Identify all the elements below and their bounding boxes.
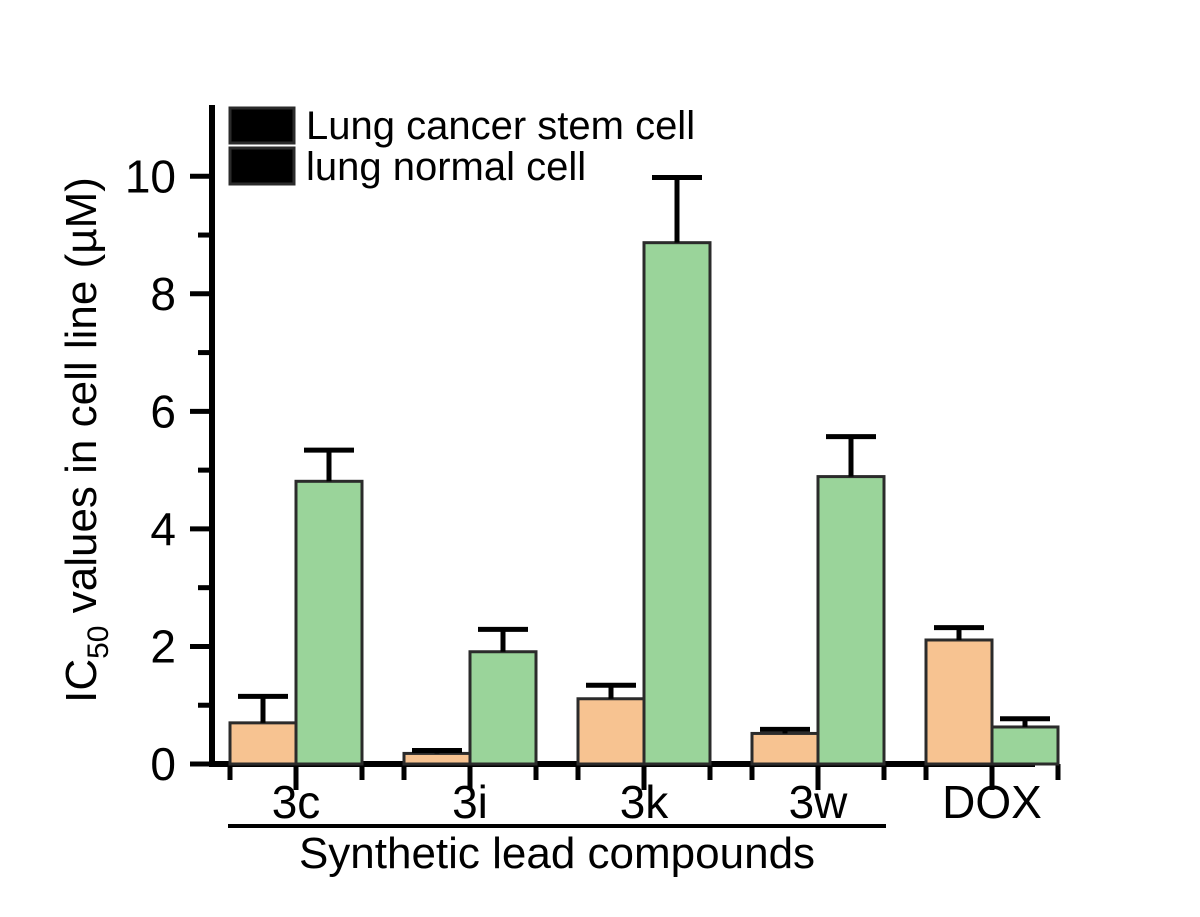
y-axis-title-group: IC50 values in cell line (µM) [57,177,115,703]
legend: Lung cancer stem cell lung normal cell [228,104,695,189]
legend-swatch-lung-cancer-stem-cell [228,106,296,145]
x-category-label-3i: 3i [452,776,488,828]
bar-3i-lung-normal-cell [468,650,538,766]
y-tick-label: 10 [125,150,176,202]
y-axis-title-subscript: 50 [82,626,115,659]
bar-3w-lung-normal-cell [816,475,886,766]
bars-layer [228,241,1060,766]
y-axis-title: IC50 values in cell line (µM) [57,177,115,703]
error-bars-layer [238,174,1050,754]
y-axis-tick-labels: 0 2 4 6 8 10 [125,150,176,790]
y-tick-label: 4 [150,503,176,555]
y-tick-label: 2 [150,620,176,672]
y-axis-ticks [190,173,212,767]
y-axis-title-rest: values in cell line (µM) [57,177,106,625]
x-category-label-3c: 3c [272,776,321,828]
bar-3c-lung-normal-cell [294,479,364,766]
bar-DOX-lung-cancer-stem-cell [924,638,994,766]
bar-3w-lung-cancer-stem-cell [750,731,820,766]
x-category-label-DOX: DOX [942,776,1042,828]
y-tick-label: 0 [150,738,176,790]
bar-3i-lung-cancer-stem-cell [402,751,472,766]
legend-label-lung-normal-cell: lung normal cell [306,145,586,189]
bar-3k-lung-normal-cell [642,241,712,766]
x-axis-ticks [227,764,1061,790]
category-labels: 3c 3i 3k 3w DOX [272,776,1042,828]
legend-swatch-lung-normal-cell [228,146,296,186]
bar-3k-lung-cancer-stem-cell [576,697,646,766]
x-axis-group-label: Synthetic lead compounds [299,829,815,878]
bar-DOX-lung-normal-cell [990,725,1060,766]
bar-3c-lung-cancer-stem-cell [228,721,298,766]
x-category-label-3w: 3w [789,776,849,828]
y-axis-title-main: IC [57,659,106,703]
x-category-label-3k: 3k [620,776,670,828]
y-tick-label: 6 [150,385,176,437]
y-tick-label: 8 [150,268,176,320]
legend-label-lung-cancer-stem-cell: Lung cancer stem cell [306,104,695,148]
